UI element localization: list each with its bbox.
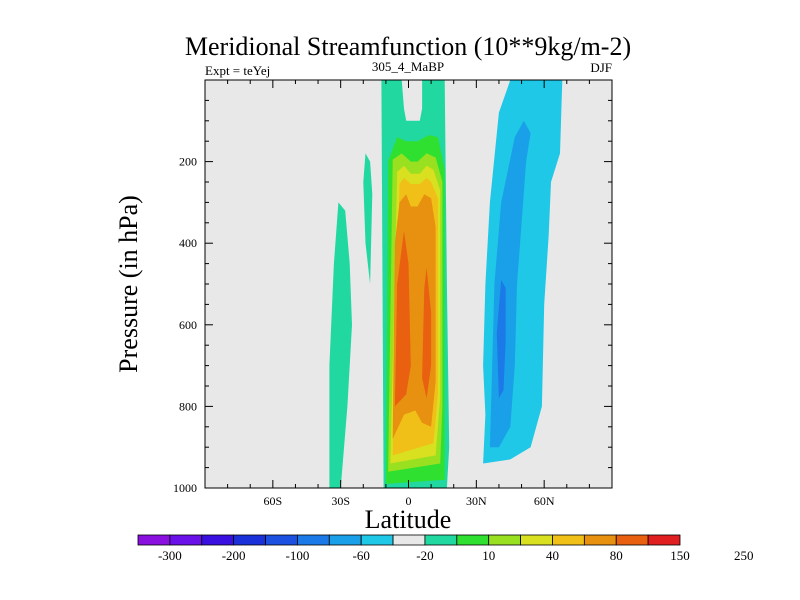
- colorbar-labels: -300 -200 -100 -60 -20 10 40 80 150 250: [158, 548, 754, 563]
- colorbar-box: [137, 534, 171, 546]
- y-tick-label: 800: [179, 399, 197, 413]
- y-tick-label: 1000: [173, 481, 197, 495]
- x-tick-label: 60N: [534, 494, 555, 508]
- colorbar-label: -200: [222, 548, 246, 563]
- colorbar-box: [552, 534, 585, 546]
- y-tick-label: 600: [179, 318, 197, 332]
- x-tick-label: 30S: [331, 494, 350, 508]
- experiment-label: Expt = teYej: [205, 63, 270, 78]
- colorbar-box: [583, 534, 617, 546]
- x-tick-label: 0: [406, 494, 412, 508]
- colorbar-box: [297, 534, 330, 546]
- colorbar-box: [520, 534, 553, 546]
- colorbar-box: [360, 534, 394, 546]
- y-tick-label: 400: [179, 236, 197, 250]
- colorbar: [137, 534, 681, 546]
- colorbar-label: 40: [546, 548, 559, 563]
- contour-hadley-150-a: [394, 231, 411, 407]
- y-axis-title: Pressure (in hPa): [114, 195, 143, 373]
- colorbar-box: [488, 534, 521, 546]
- colorbar-box: [424, 534, 458, 546]
- contour-sh-upper-10: [363, 153, 373, 284]
- colorbar-box: [456, 534, 490, 546]
- colorbar-box: [615, 534, 649, 546]
- contour-sh-cell-10: [329, 202, 352, 488]
- colorbar-label: 250: [734, 548, 754, 563]
- colorbar-box: [233, 534, 266, 546]
- colorbar-label: 10: [482, 548, 495, 563]
- colorbar-box: [169, 534, 203, 546]
- axis-tick-labels: 60S 30S 0 30N 60N 200 400 600 800 1000: [173, 155, 555, 508]
- y-tick-label: 200: [179, 155, 197, 169]
- plot-area: 60S 30S 0 30N 60N 200 400 600 800 1000: [173, 79, 613, 508]
- x-tick-label: 30N: [466, 494, 487, 508]
- colorbar-label: -20: [416, 548, 433, 563]
- contour-regions: [329, 80, 563, 488]
- colorbar-box: [265, 534, 298, 546]
- colorbar-box: [647, 534, 681, 546]
- colorbar-box: [392, 534, 426, 546]
- colorbar-label: -300: [158, 548, 182, 563]
- x-axis-title: Latitude: [365, 505, 452, 534]
- axis-ticks: [204, 79, 613, 489]
- x-tick-label: 60S: [263, 494, 282, 508]
- colorbar-label: -100: [285, 548, 309, 563]
- colorbar-box: [328, 534, 362, 546]
- colorbar-label: 80: [610, 548, 623, 563]
- colorbar-label: 150: [670, 548, 690, 563]
- season-label: DJF: [590, 60, 612, 75]
- run-label: 305_4_MaBP: [372, 59, 444, 74]
- colorbar-label: -60: [353, 548, 370, 563]
- colorbar-box: [201, 534, 235, 546]
- contour-nh-cell-60: [496, 279, 506, 399]
- contour-hadley-150-b: [422, 267, 432, 399]
- chart-title: Meridional Streamfunction (10**9kg/m-2): [185, 32, 631, 61]
